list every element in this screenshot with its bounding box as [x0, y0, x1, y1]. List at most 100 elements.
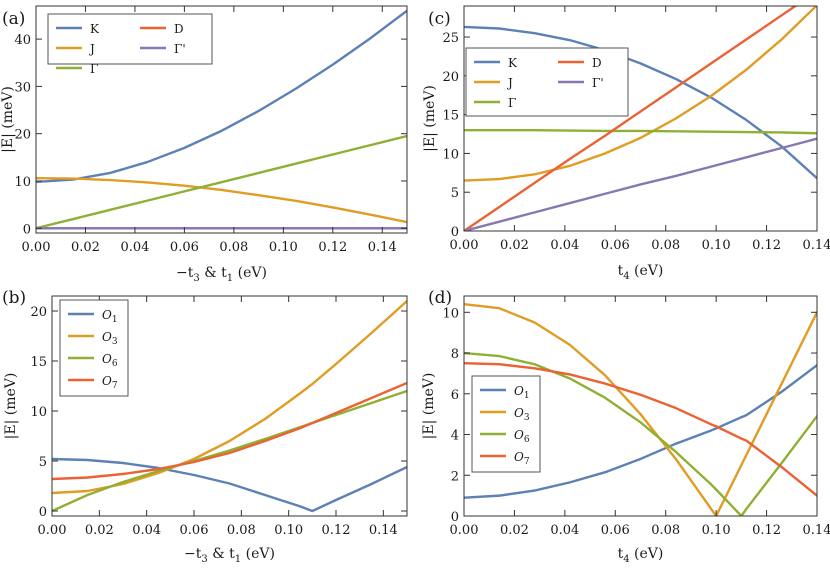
x-tick-label: 0.08 — [651, 238, 680, 253]
x-tick-label: 0.14 — [369, 523, 398, 538]
y-tick-label: 0 — [23, 222, 31, 237]
series-line-Γ — [464, 128, 817, 135]
x-tick-label: 0.04 — [120, 240, 149, 255]
x-tick-label: 0.02 — [500, 523, 529, 538]
series-line-J — [36, 176, 407, 224]
y-tick-label: 0 — [451, 510, 459, 525]
series-line-O3 — [464, 302, 817, 516]
y-tick-label: 0 — [39, 505, 47, 520]
y-tick-label: 0 — [451, 225, 459, 240]
legend-label-D: D — [592, 56, 602, 70]
y-tick-label: 6 — [451, 388, 459, 403]
legend-label-Γ: Γ — [90, 62, 98, 76]
x-tick-label: 0.10 — [274, 523, 303, 538]
x-tick-label: 0.06 — [601, 523, 630, 538]
x-tick-label: 0.06 — [170, 240, 199, 255]
y-tick-label: 40 — [14, 33, 31, 48]
series-line-D — [464, 6, 798, 231]
legend-label-O1: O1 — [514, 384, 530, 401]
x-tick-label: 0.12 — [318, 240, 347, 255]
x-tick-label: 0.08 — [219, 240, 248, 255]
panel-a: 0.00 0.02 0.04 0.06 0.08 0.10 0.12 0.14 0 10 20 30 4… — [0, 5, 408, 284]
panel-label: (c) — [428, 9, 451, 29]
x-tick-label: 0.08 — [227, 523, 256, 538]
x-tick-label: 0.00 — [22, 240, 51, 255]
panel-c: 0.00 0.02 0.04 0.06 0.08 0.10 0.12 0.14 0 5 10 15 20… — [422, 5, 830, 282]
x-tick-label: 0.00 — [450, 523, 479, 538]
y-tick-label: 20 — [442, 70, 459, 85]
legend-label-Γ': Γ' — [174, 42, 186, 56]
y-tick-label: 15 — [30, 355, 47, 370]
series-line-O6 — [464, 351, 817, 516]
y-axis-title: |E| (meV) — [0, 86, 16, 153]
x-tick-label: 0.12 — [322, 523, 351, 538]
x-tick-label: 0.10 — [269, 240, 298, 255]
y-tick-label: 10 — [30, 405, 47, 420]
y-tick-label: 8 — [451, 347, 459, 362]
x-tick-label: 0.02 — [500, 238, 529, 253]
x-tick-label: 0.08 — [651, 523, 680, 538]
legend-label-O7: O7 — [102, 374, 118, 391]
legend-label-O3: O3 — [514, 406, 530, 423]
y-tick-label: 15 — [442, 109, 459, 124]
y-axis-title: |E| (meV) — [3, 373, 19, 440]
y-tick-label: 5 — [451, 186, 459, 201]
series-line-O6 — [52, 389, 407, 513]
y-tick-label: 2 — [451, 469, 459, 484]
legend-label-K: K — [508, 56, 518, 70]
plot-frame — [463, 295, 818, 517]
panel-b: 0.00 0.02 0.04 0.06 0.08 0.10 0.12 0.14 0 5 10 15 20… — [2, 288, 408, 565]
series-line-O7 — [464, 362, 817, 497]
x-tick-label: 0.14 — [803, 238, 830, 253]
legend-label-J: J — [88, 42, 95, 56]
series-line-K — [36, 9, 407, 184]
legend-frame — [47, 13, 213, 65]
plot-frame — [35, 5, 408, 234]
x-axis-title: −t3 & t1 (eV) — [184, 546, 275, 565]
y-tick-label: 4 — [451, 429, 459, 444]
x-tick-label: 0.14 — [368, 240, 397, 255]
x-tick-label: 0.06 — [180, 523, 209, 538]
legend-label-K: K — [90, 22, 100, 36]
y-tick-label: 25 — [442, 31, 459, 46]
legend: O1 O3 O6 O7 — [471, 375, 541, 473]
x-tick-label: 0.04 — [550, 238, 579, 253]
x-tick-label: 0.10 — [702, 523, 731, 538]
x-tick-label: 0.10 — [702, 238, 731, 253]
panel-label: (b) — [2, 288, 26, 308]
series-line-Γ' — [464, 137, 817, 231]
legend-label-D: D — [174, 22, 184, 36]
y-tick-label: 10 — [14, 175, 31, 190]
legend: KJΓ D Γ' — [47, 13, 213, 76]
series-line-O7 — [52, 381, 407, 481]
x-tick-label: 0.02 — [85, 523, 114, 538]
series-line-O1 — [52, 457, 407, 513]
panel-d: 0.00 0.02 0.04 0.06 0.08 0.10 0.12 0.14 0 2 4 6 8 10 t… — [421, 288, 830, 565]
series-line-Γ — [36, 134, 407, 230]
x-tick-label: 0.00 — [38, 523, 67, 538]
y-tick-label: 20 — [14, 128, 31, 143]
legend-label-O1: O1 — [102, 308, 118, 325]
legend: O1 O3 O6 O7 — [59, 299, 129, 397]
y-tick-label: 10 — [442, 306, 459, 321]
y-axis-title: |E| (meV) — [421, 373, 437, 440]
x-axis-title: t4 (eV) — [618, 546, 664, 565]
legend-label-O6: O6 — [102, 352, 118, 369]
y-tick-label: 5 — [39, 455, 47, 470]
x-tick-label: 0.14 — [803, 523, 830, 538]
panel-label: (a) — [2, 9, 25, 29]
series-line-K — [464, 25, 817, 180]
x-tick-label: 0.12 — [752, 523, 781, 538]
x-tick-label: 0.06 — [601, 238, 630, 253]
x-axis-title: t4 (eV) — [618, 263, 664, 282]
x-tick-label: 0.12 — [752, 238, 781, 253]
x-tick-label: 0.04 — [550, 523, 579, 538]
legend: KJΓ D Γ' — [465, 47, 629, 117]
x-tick-label: 0.02 — [71, 240, 100, 255]
legend-label-O6: O6 — [514, 428, 530, 445]
x-tick-label: 0.00 — [450, 238, 479, 253]
y-tick-label: 30 — [14, 80, 31, 95]
plot-frame — [463, 5, 818, 232]
y-tick-label: 20 — [30, 305, 47, 320]
